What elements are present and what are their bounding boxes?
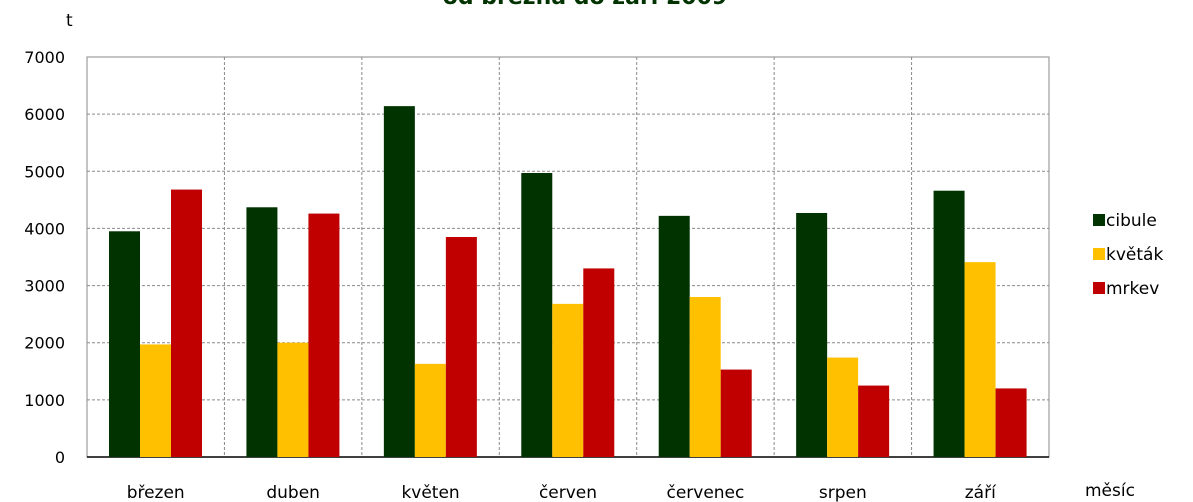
x-tick-label: duben	[266, 483, 320, 502]
y-tick-label: 5000	[24, 162, 65, 181]
y-axis-label: t	[66, 11, 73, 31]
x-axis-label: měsíc	[1085, 481, 1135, 501]
legend-label: květák	[1106, 245, 1163, 265]
x-tick-label: září	[965, 483, 997, 502]
chart-title: od března do září 2009	[443, 0, 727, 10]
bar-květák	[827, 357, 859, 457]
legend-label: mrkev	[1106, 279, 1159, 299]
bar-mrkev	[171, 189, 202, 458]
y-tick-label: 4000	[24, 219, 65, 238]
x-tick-label: květen	[401, 483, 459, 502]
y-tick-label: 1000	[24, 391, 65, 410]
legend-swatch	[1093, 282, 1105, 294]
x-tick-label: srpen	[819, 483, 867, 502]
bar-cibule	[521, 173, 553, 457]
bar-květák	[277, 342, 309, 457]
y-tick-labels: 0 1000 2000 3000 4000 5000 6000 7000	[24, 48, 65, 467]
bar-cibule	[109, 231, 140, 457]
bar-mrkev	[445, 237, 477, 457]
bar-cibule	[933, 190, 965, 457]
bar-cibule	[658, 215, 690, 457]
bar-cibule	[796, 213, 828, 457]
legend-swatch	[1093, 248, 1105, 260]
bar-cibule	[383, 106, 415, 458]
bar-mrkev	[720, 369, 752, 457]
y-tick-label: 3000	[24, 277, 65, 296]
bar-květák	[964, 262, 996, 457]
x-tick-label: červenec	[666, 483, 744, 502]
bar-cibule	[246, 207, 278, 457]
bar-květák	[414, 363, 446, 457]
bar-mrkev	[583, 268, 615, 457]
x-category-labels: březen duben květen červen červenec srpen září	[127, 483, 997, 502]
bar-květák	[552, 303, 584, 457]
y-tick-label: 2000	[24, 334, 65, 353]
y-tick-label: 6000	[24, 105, 65, 124]
bar-mrkev	[858, 385, 890, 457]
legend-swatch	[1093, 214, 1105, 226]
bar-mrkev	[308, 213, 340, 457]
bars	[109, 106, 1027, 458]
x-tick-label: březen	[127, 483, 185, 502]
bar-mrkev	[995, 388, 1027, 457]
bar-květák	[140, 344, 171, 457]
y-tick-label: 0	[55, 448, 65, 467]
x-tick-label: červen	[539, 483, 597, 502]
legend: cibule květák mrkev	[1093, 211, 1163, 299]
legend-label: cibule	[1106, 211, 1157, 231]
y-tick-label: 7000	[24, 48, 65, 67]
bar-květák	[689, 297, 721, 457]
